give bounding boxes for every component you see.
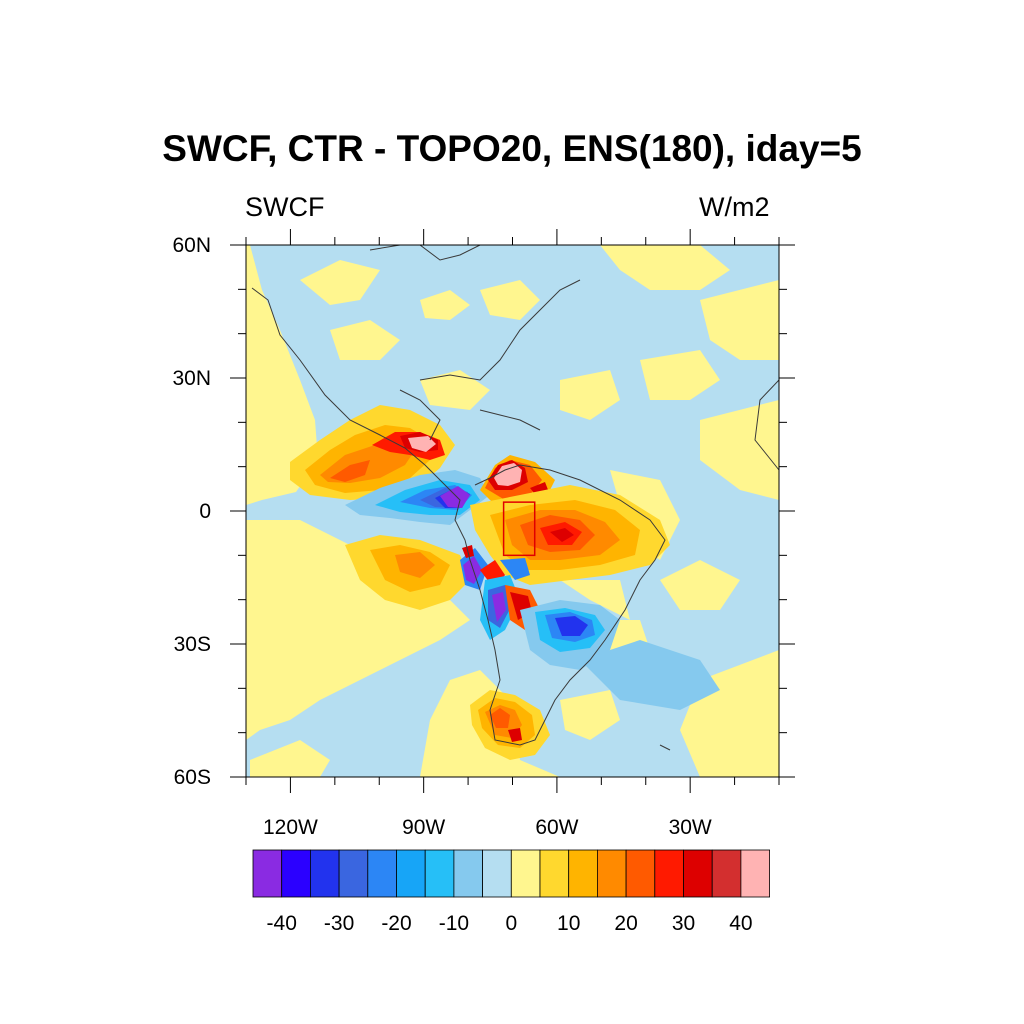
colorbar-label: 30 bbox=[672, 912, 695, 935]
colorbar-swatch bbox=[281, 849, 311, 898]
colorbar-swatch bbox=[309, 849, 340, 898]
units-string: W/m2 bbox=[699, 192, 770, 222]
positive-small-regions bbox=[246, 245, 779, 777]
axis-ticks: 60N 30N 0 30S 60S 120W 90W 60W 30W bbox=[172, 229, 795, 839]
coastlines bbox=[251, 245, 779, 751]
colorbar-swatch bbox=[453, 849, 483, 898]
colorbar-label: 20 bbox=[614, 912, 637, 935]
lat-tick-label: 30S bbox=[174, 633, 211, 656]
colorbar-swatch bbox=[711, 849, 742, 898]
plot-title: SWCF, CTR - TOPO20, ENS(180), iday=5 bbox=[162, 128, 862, 169]
colorbar: -40 -30 -20 -10 0 10 20 30 40 bbox=[252, 849, 771, 935]
colorbar-label: -30 bbox=[324, 912, 354, 935]
colorbar-swatch bbox=[740, 849, 771, 898]
lon-tick-label: 30W bbox=[669, 816, 712, 839]
colorbar-label: -40 bbox=[267, 912, 297, 935]
colorbar-label: 10 bbox=[557, 912, 580, 935]
colorbar-label: 40 bbox=[729, 912, 752, 935]
colorbar-swatch bbox=[338, 849, 369, 898]
colorbar-swatch bbox=[367, 849, 397, 898]
colorbar-swatch bbox=[539, 849, 570, 898]
colorbar-swatch bbox=[683, 849, 713, 898]
lat-tick-label: 30N bbox=[172, 367, 211, 390]
left-string: SWCF bbox=[245, 192, 325, 222]
colorbar-swatch bbox=[510, 849, 541, 898]
colorbar-swatch bbox=[568, 849, 598, 898]
colorbar-swatch bbox=[252, 849, 283, 898]
colorbar-label: -20 bbox=[381, 912, 411, 935]
colorbar-swatch bbox=[482, 849, 512, 898]
colorbar-swatch bbox=[396, 849, 426, 898]
lon-tick-label: 90W bbox=[402, 816, 445, 839]
lon-tick-label: 60W bbox=[535, 816, 578, 839]
lat-tick-label: 60N bbox=[172, 234, 211, 257]
lat-tick-label: 0 bbox=[199, 500, 211, 523]
colorbar-swatch bbox=[424, 849, 455, 898]
colorbar-swatch bbox=[625, 849, 656, 898]
colorbar-swatch bbox=[597, 849, 627, 898]
colorbar-label: 0 bbox=[505, 912, 517, 935]
colorbar-swatch bbox=[654, 849, 684, 898]
analysis-box bbox=[502, 501, 536, 557]
lon-tick-label: 120W bbox=[263, 816, 318, 839]
lat-tick-label: 60S bbox=[174, 766, 211, 789]
colorbar-label: -10 bbox=[439, 912, 469, 935]
contour-field bbox=[246, 245, 779, 777]
